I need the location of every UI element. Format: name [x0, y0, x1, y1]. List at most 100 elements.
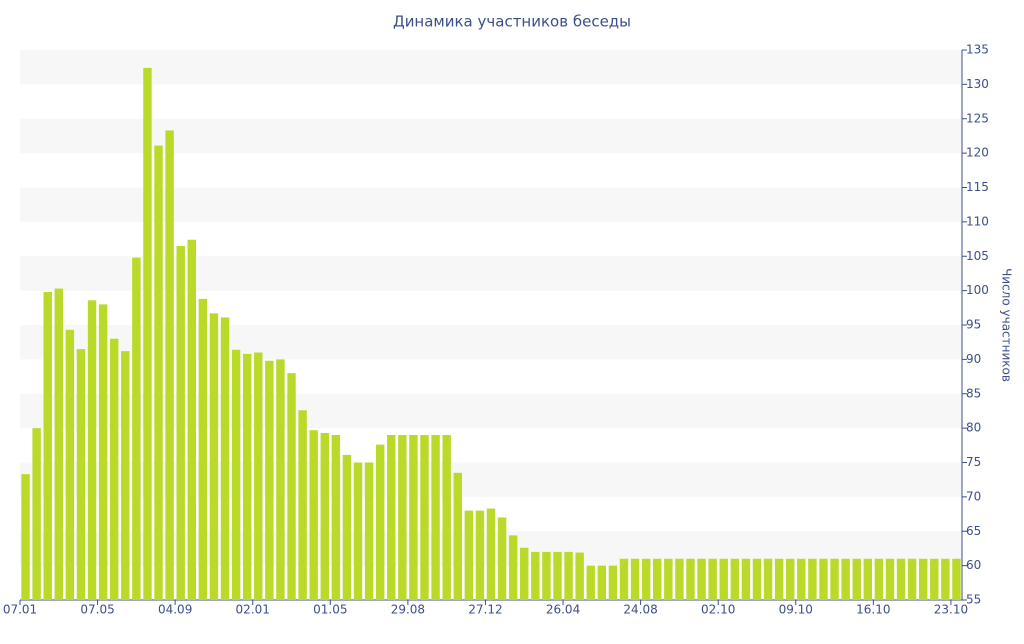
- bar: [730, 558, 740, 600]
- x-tick-label: 16.10: [856, 603, 890, 617]
- x-tick-label: 27.12: [468, 603, 502, 617]
- bar: [54, 288, 63, 600]
- x-tick-label: 26.04: [546, 603, 580, 617]
- y-tick-label: 120: [966, 146, 989, 160]
- bar: [852, 558, 861, 600]
- grid-band: [20, 118, 962, 154]
- bar: [508, 535, 518, 600]
- x-tick-label: 29.08: [391, 603, 425, 617]
- bar: [464, 510, 474, 600]
- bar: [664, 558, 673, 600]
- bar: [353, 462, 363, 600]
- y-tick-label: 135: [966, 43, 989, 57]
- y-tick-label: 115: [966, 180, 989, 194]
- bar: [287, 373, 296, 600]
- y-tick-label: 95: [966, 318, 981, 332]
- bar: [719, 558, 728, 600]
- bar: [708, 558, 717, 600]
- bar: [442, 435, 451, 600]
- bar: [564, 551, 573, 600]
- bar: [497, 517, 507, 600]
- bar: [364, 462, 374, 600]
- bar: [697, 558, 706, 600]
- bar: [132, 257, 141, 600]
- bar: [830, 558, 839, 600]
- bar: [220, 317, 230, 600]
- bar: [76, 349, 86, 600]
- y-tick-label: 110: [966, 214, 989, 228]
- x-tick-label: 07.01: [3, 603, 37, 617]
- y-tick-label: 105: [966, 249, 989, 263]
- bar: [342, 454, 352, 600]
- bar: [919, 558, 928, 600]
- bar: [531, 551, 540, 600]
- y-tick-label: 55: [966, 593, 981, 607]
- y-tick-label: 100: [966, 283, 989, 297]
- bar: [841, 558, 850, 600]
- bar: [797, 558, 806, 600]
- bar: [475, 510, 485, 600]
- bar: [608, 565, 618, 600]
- bar: [930, 558, 939, 600]
- y-axis-title: Число участников: [1000, 268, 1014, 382]
- x-tick-label: 09.10: [779, 603, 813, 617]
- x-tick-label: 07.05: [80, 603, 114, 617]
- bar: [575, 552, 584, 600]
- bar: [242, 353, 252, 600]
- bar: [231, 349, 241, 600]
- bar: [641, 558, 651, 600]
- y-tick-label: 90: [966, 352, 981, 366]
- bar: [121, 351, 130, 600]
- bar: [619, 558, 629, 600]
- bar: [387, 435, 396, 600]
- bar: [885, 558, 895, 600]
- x-tick-label: 01.05: [313, 603, 347, 617]
- bar: [320, 432, 329, 600]
- bar: [65, 329, 75, 600]
- bar: [907, 558, 917, 600]
- bar: [21, 474, 30, 600]
- bar: [32, 428, 41, 600]
- bar: [109, 338, 119, 600]
- bar: [43, 292, 52, 600]
- bar: [331, 435, 341, 600]
- bar: [553, 551, 562, 600]
- bar: [896, 558, 906, 600]
- bar: [453, 472, 462, 600]
- bar: [741, 558, 751, 600]
- y-tick-label: 70: [966, 489, 981, 503]
- y-tick-label: 65: [966, 524, 981, 538]
- bar: [198, 298, 208, 600]
- bar: [87, 300, 97, 600]
- bar: [98, 304, 108, 600]
- bar: [874, 558, 884, 600]
- bar: [375, 444, 385, 600]
- bar: [819, 558, 828, 600]
- bar: [165, 130, 174, 600]
- bar: [154, 145, 163, 600]
- bar: [941, 558, 950, 600]
- bar: [675, 558, 684, 600]
- y-tick-label: 75: [966, 455, 981, 469]
- bar: [431, 435, 440, 600]
- bar: [786, 558, 795, 600]
- bar: [863, 558, 873, 600]
- x-tick-label: 02.01: [236, 603, 270, 617]
- bar: [209, 313, 219, 600]
- bar: [298, 410, 307, 600]
- bar: [952, 558, 961, 600]
- x-tick-label: 02.10: [701, 603, 735, 617]
- bar: [254, 352, 263, 600]
- y-tick-label: 85: [966, 386, 981, 400]
- y-tick-label: 125: [966, 111, 989, 125]
- bar: [774, 558, 784, 600]
- bar: [763, 558, 773, 600]
- y-tick-label: 60: [966, 558, 981, 572]
- bar: [276, 359, 285, 600]
- x-tick-label: 04.09: [158, 603, 192, 617]
- bar: [686, 558, 695, 600]
- bar: [143, 67, 152, 600]
- bar: [409, 435, 418, 600]
- grid-band: [20, 187, 962, 222]
